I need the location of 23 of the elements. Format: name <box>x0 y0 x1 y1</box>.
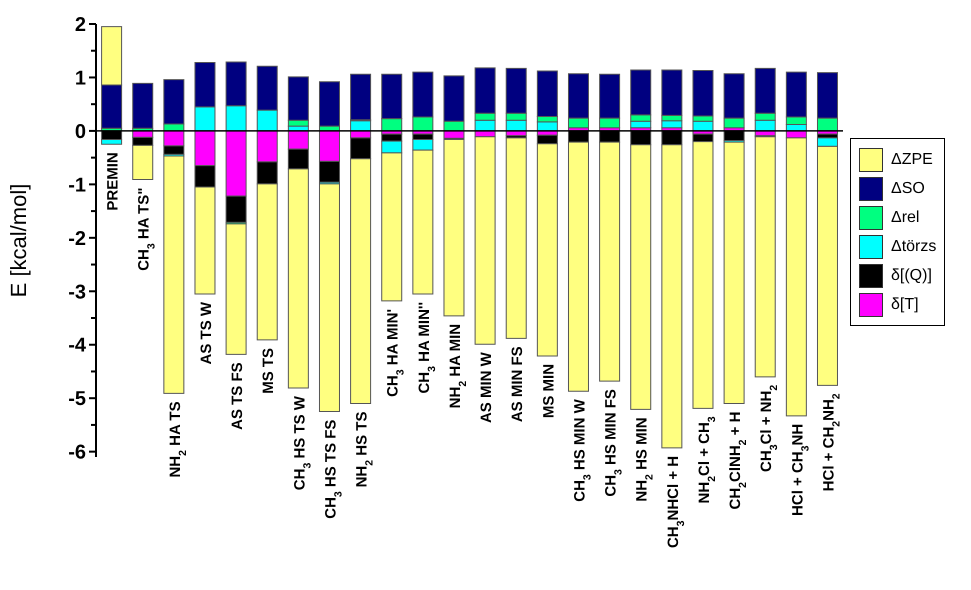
y-tick-label: 2 <box>74 14 86 36</box>
y-tick-label: -2 <box>68 228 86 250</box>
y-tick-label: -4 <box>68 334 87 357</box>
legend-label: ΔSO <box>891 180 925 198</box>
x-tick-label: AS TS FS <box>229 362 246 430</box>
y-axis-title: E [kcal/mol] <box>6 184 31 298</box>
y-tick-label: -3 <box>68 281 86 304</box>
y-tick-label: -6 <box>68 442 86 464</box>
x-tick-label: PREMIN <box>104 152 122 211</box>
legend-label: δ[(Q)] <box>891 266 932 284</box>
legend-label: δ[T] <box>891 296 919 314</box>
legend-label: ΔZPE <box>891 150 933 168</box>
x-tick-label: MS TS <box>260 348 278 394</box>
x-tick-label: AS MIN FS <box>509 346 526 422</box>
x-tick-label: AS TS W <box>198 301 215 364</box>
y-tick-label: 0 <box>74 120 86 143</box>
x-tick-label: MS MIN <box>540 364 558 418</box>
y-tick-label: 1 <box>74 67 86 90</box>
y-tick-label: -1 <box>68 174 86 196</box>
y-tick-label: -5 <box>68 388 86 410</box>
legend-label: Δrel <box>891 208 920 226</box>
x-tick-label: AS MIN W <box>478 351 496 424</box>
legend-label: Δtörzs <box>891 238 936 256</box>
